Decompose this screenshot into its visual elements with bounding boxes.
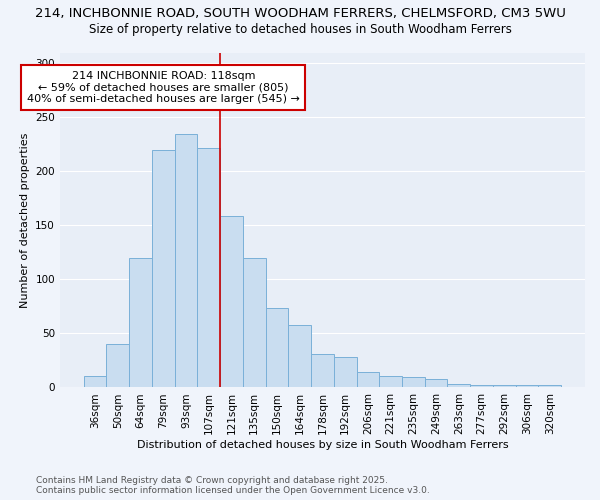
Bar [84, 376, 106, 388]
Bar [220, 216, 243, 388]
Bar [289, 325, 311, 388]
Bar [266, 308, 289, 388]
Bar [538, 386, 561, 388]
Bar [175, 134, 197, 388]
Text: Size of property relative to detached houses in South Woodham Ferrers: Size of property relative to detached ho… [89, 22, 511, 36]
Bar [425, 379, 448, 388]
Y-axis label: Number of detached properties: Number of detached properties [20, 132, 29, 308]
Bar [129, 258, 152, 388]
Text: 214 INCHBONNIE ROAD: 118sqm
← 59% of detached houses are smaller (805)
40% of se: 214 INCHBONNIE ROAD: 118sqm ← 59% of det… [27, 71, 300, 104]
Bar [515, 386, 538, 388]
Bar [402, 376, 425, 388]
Bar [311, 354, 334, 388]
Bar [197, 148, 220, 388]
Bar [448, 384, 470, 388]
Bar [106, 344, 129, 388]
Bar [334, 357, 356, 388]
Bar [152, 150, 175, 388]
Bar [243, 258, 266, 388]
Text: 214, INCHBONNIE ROAD, SOUTH WOODHAM FERRERS, CHELMSFORD, CM3 5WU: 214, INCHBONNIE ROAD, SOUTH WOODHAM FERR… [35, 8, 565, 20]
X-axis label: Distribution of detached houses by size in South Woodham Ferrers: Distribution of detached houses by size … [137, 440, 508, 450]
Text: Contains HM Land Registry data © Crown copyright and database right 2025.
Contai: Contains HM Land Registry data © Crown c… [36, 476, 430, 495]
Bar [379, 376, 402, 388]
Bar [493, 386, 515, 388]
Bar [356, 372, 379, 388]
Bar [470, 386, 493, 388]
